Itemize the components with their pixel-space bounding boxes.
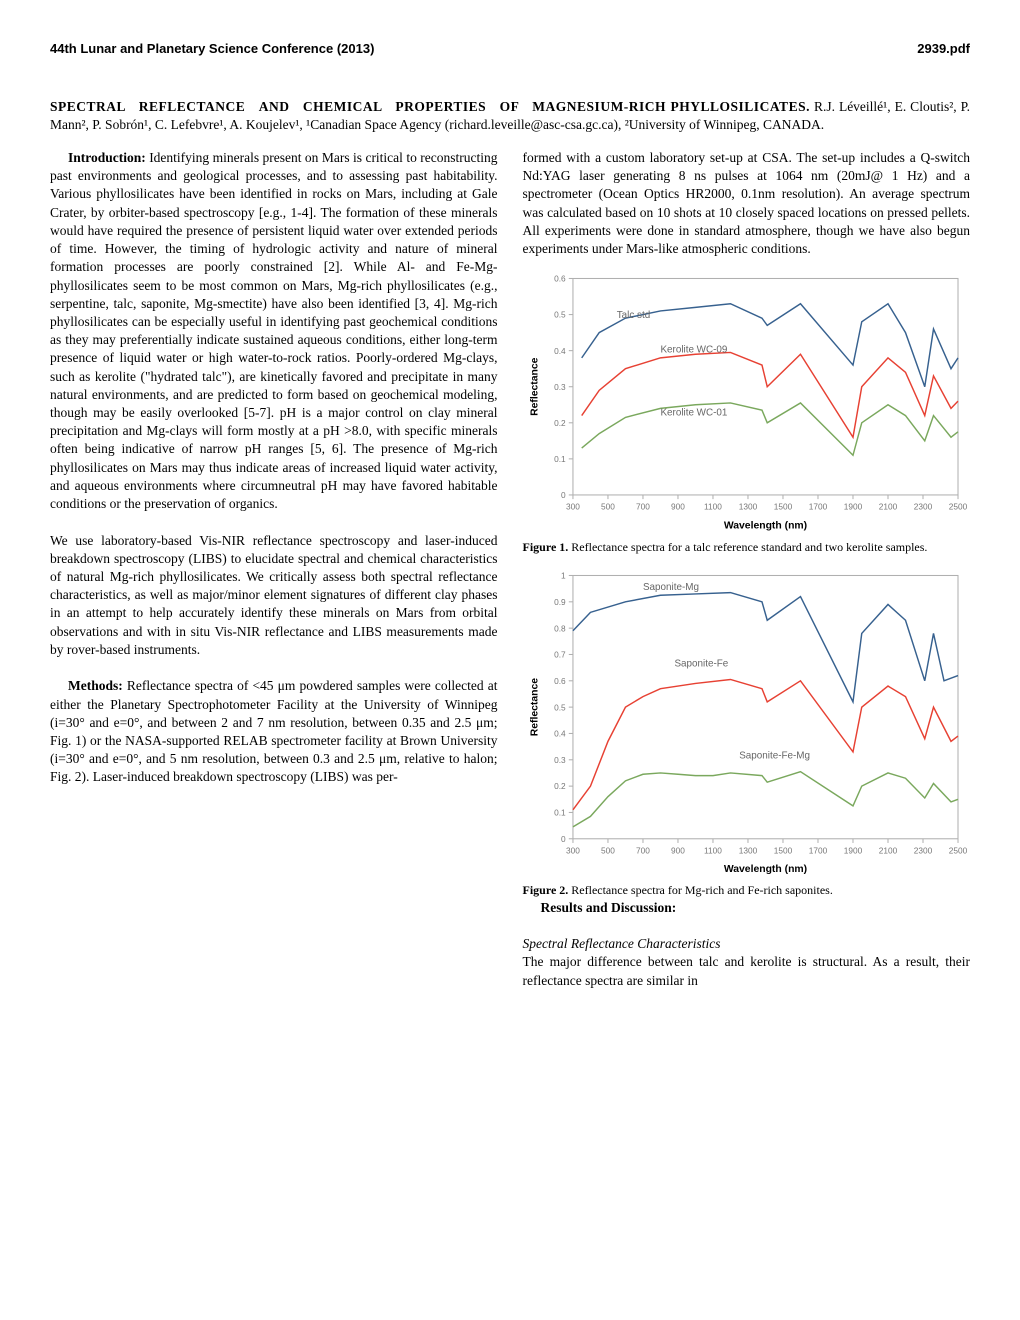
right-top-text: formed with a custom laboratory set-up a…: [523, 149, 971, 258]
svg-text:2500: 2500: [948, 502, 967, 512]
figure-1-caption: Figure 1. Reflectance spectra for a talc…: [523, 539, 971, 555]
page-header: 44th Lunar and Planetary Science Confere…: [50, 40, 970, 58]
svg-text:1: 1: [561, 571, 566, 581]
figure-1-chart: 300 500 700 900 1100 1300 1500 1700 1900 2100 2300…: [523, 266, 971, 537]
results-head-para: Results and Discussion:: [523, 899, 971, 917]
svg-text:1100: 1100: [704, 845, 722, 855]
svg-text:Reflectance: Reflectance: [529, 678, 540, 737]
svg-text:1300: 1300: [738, 845, 757, 855]
svg-text:0.4: 0.4: [554, 729, 566, 739]
svg-text:500: 500: [601, 845, 615, 855]
svg-text:0.6: 0.6: [554, 676, 566, 686]
methods-text: Reflectance spectra of <45 μm powdered s…: [50, 678, 498, 784]
svg-text:0.2: 0.2: [554, 781, 566, 791]
svg-text:900: 900: [671, 845, 685, 855]
svg-text:1300: 1300: [738, 502, 757, 512]
figure-2-chart: 300 500 700 900 1100 1300 1500 1700 1900 2100 2300…: [523, 563, 971, 880]
svg-text:Reflectance: Reflectance: [529, 358, 540, 417]
spectral-subhead: Spectral Reflectance Characteristics: [523, 935, 971, 953]
two-column-layout: Introduction: Identifying minerals prese…: [50, 149, 970, 990]
svg-text:0.1: 0.1: [554, 808, 566, 818]
svg-text:0.9: 0.9: [554, 597, 566, 607]
svg-text:0.5: 0.5: [554, 702, 566, 712]
svg-text:0.6: 0.6: [554, 274, 566, 284]
methods-para: Methods: Reflectance spectra of <45 μm p…: [50, 677, 498, 786]
chart2-svg: 300 500 700 900 1100 1300 1500 1700 1900 2100 2300…: [523, 563, 971, 880]
svg-text:Saponite-Fe: Saponite-Fe: [674, 658, 728, 669]
figure-2-caption: Figure 2. Reflectance spectra for Mg-ric…: [523, 882, 971, 898]
left-column: Introduction: Identifying minerals prese…: [50, 149, 498, 990]
svg-text:0.2: 0.2: [554, 418, 566, 428]
svg-text:700: 700: [636, 845, 650, 855]
svg-text:1500: 1500: [773, 845, 792, 855]
fig1-text: Reflectance spectra for a talc reference…: [568, 540, 927, 554]
fig2-text: Reflectance spectra for Mg-rich and Fe-r…: [568, 883, 833, 897]
svg-text:2300: 2300: [913, 845, 932, 855]
svg-text:1700: 1700: [808, 502, 827, 512]
svg-text:0: 0: [561, 490, 566, 500]
title-block: SPECTRAL REFLECTANCE AND CHEMICAL PROPER…: [50, 98, 970, 134]
para-2: We use laboratory-based Vis-NIR reflecta…: [50, 532, 498, 660]
fig1-bold: Figure 1.: [523, 540, 569, 554]
svg-text:0.3: 0.3: [554, 382, 566, 392]
spectral-text: The major difference between talc and ke…: [523, 953, 971, 989]
svg-text:900: 900: [671, 502, 685, 512]
svg-text:300: 300: [566, 502, 580, 512]
svg-text:700: 700: [636, 502, 650, 512]
methods-head: Methods:: [68, 678, 123, 693]
svg-text:0.5: 0.5: [554, 310, 566, 320]
svg-text:0.4: 0.4: [554, 346, 566, 356]
svg-text:300: 300: [566, 845, 580, 855]
svg-text:0.8: 0.8: [554, 623, 566, 633]
header-right: 2939.pdf: [917, 40, 970, 58]
svg-text:Saponite-Mg: Saponite-Mg: [642, 582, 698, 593]
results-head: Results and Discussion:: [541, 900, 677, 915]
svg-text:0.7: 0.7: [554, 650, 566, 660]
intro-text: Identifying minerals present on Mars is …: [50, 150, 498, 511]
svg-text:0.3: 0.3: [554, 755, 566, 765]
svg-text:2100: 2100: [878, 502, 897, 512]
svg-text:0.1: 0.1: [554, 454, 566, 464]
chart1-svg: 300 500 700 900 1100 1300 1500 1700 1900 2100 2300…: [523, 266, 971, 537]
svg-text:1100: 1100: [704, 502, 722, 512]
svg-text:Saponite-Fe-Mg: Saponite-Fe-Mg: [739, 751, 810, 762]
svg-text:Talc std: Talc std: [616, 310, 649, 321]
svg-text:1900: 1900: [843, 502, 862, 512]
right-column: formed with a custom laboratory set-up a…: [523, 149, 971, 990]
svg-text:Kerolite WC-01: Kerolite WC-01: [660, 408, 727, 419]
svg-text:Wavelength (nm): Wavelength (nm): [723, 521, 806, 532]
svg-text:Kerolite WC-09: Kerolite WC-09: [660, 345, 727, 356]
svg-text:500: 500: [601, 502, 615, 512]
intro-head: Introduction:: [68, 150, 146, 165]
svg-text:2100: 2100: [878, 845, 897, 855]
svg-text:Wavelength (nm): Wavelength (nm): [723, 864, 806, 875]
header-left: 44th Lunar and Planetary Science Confere…: [50, 40, 374, 58]
svg-text:1500: 1500: [773, 502, 792, 512]
svg-text:1900: 1900: [843, 845, 862, 855]
intro-para: Introduction: Identifying minerals prese…: [50, 149, 498, 513]
svg-text:2500: 2500: [948, 845, 967, 855]
fig2-bold: Figure 2.: [523, 883, 569, 897]
svg-text:1700: 1700: [808, 845, 827, 855]
svg-text:0: 0: [561, 834, 566, 844]
title-bold: SPECTRAL REFLECTANCE AND CHEMICAL PROPER…: [50, 99, 810, 114]
svg-text:2300: 2300: [913, 502, 932, 512]
